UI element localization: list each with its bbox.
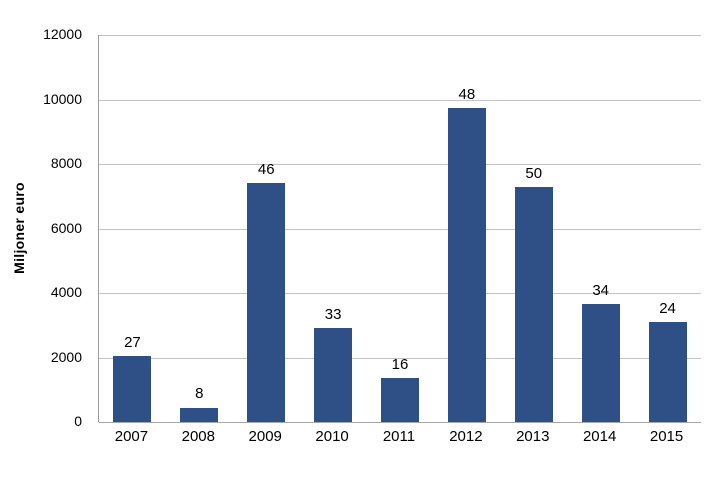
gridline-0 (99, 422, 701, 423)
gridline-12000 (99, 35, 701, 36)
bar-value-label-2010: 33 (324, 306, 342, 324)
bar-2007 (113, 355, 152, 422)
y-tick-label: 12000 (43, 26, 82, 42)
bar-2011 (381, 378, 419, 422)
bar-value-label-2007: 27 (124, 333, 141, 351)
gridline-2000 (99, 357, 701, 359)
bar-value-label-2009: 46 (257, 161, 275, 179)
x-tick-label-2010: 2010 (315, 428, 349, 445)
x-tick-label-2014: 2014 (582, 428, 617, 445)
x-tick-label-2011: 2011 (382, 428, 416, 445)
x-tick-label-2008: 2008 (181, 428, 215, 445)
x-tick-label-2015: 2015 (649, 428, 684, 445)
y-tick-label: 10000 (43, 90, 82, 107)
bar-value-label-2014: 34 (592, 282, 609, 300)
gridline-10000 (99, 99, 701, 101)
x-axis-tick-labels: 2007 2008 2009 2010 2011 2012 2013 2014 2015 (98, 428, 700, 448)
bar-value-label-2008: 8 (195, 385, 204, 403)
bar-2010 (314, 328, 353, 422)
y-tick-label: 0 (74, 413, 82, 429)
bar-2009 (247, 183, 286, 422)
bar-value-label-2012: 48 (458, 85, 476, 103)
bar-2008 (180, 407, 219, 422)
bar-value-label-2011: 16 (391, 356, 409, 374)
y-axis-tick-labels: 0 2000 4000 6000 8000 10000 12000 (0, 26, 90, 429)
x-tick-label-2012: 2012 (449, 428, 483, 445)
y-tick-label: 8000 (50, 155, 82, 171)
x-tick-label-2013: 2013 (516, 428, 550, 445)
y-tick-label: 2000 (50, 348, 82, 365)
bar-value-label-2015: 24 (659, 300, 676, 318)
y-tick-label: 4000 (50, 284, 82, 300)
gridline-8000 (99, 164, 701, 165)
x-tick-label-2007: 2007 (114, 428, 149, 445)
bar-2015 (648, 322, 687, 422)
bar-value-label-2013: 50 (525, 164, 543, 182)
plot-area: 27 8 46 33 16 48 50 34 24 (98, 35, 701, 423)
bar-2012 (447, 107, 486, 422)
bar-2013 (514, 186, 553, 422)
gridline-6000 (99, 228, 701, 230)
x-tick-label-2009: 2009 (248, 428, 282, 445)
bar-2014 (581, 304, 620, 422)
y-tick-label: 6000 (50, 219, 82, 236)
gridline-4000 (99, 293, 701, 294)
